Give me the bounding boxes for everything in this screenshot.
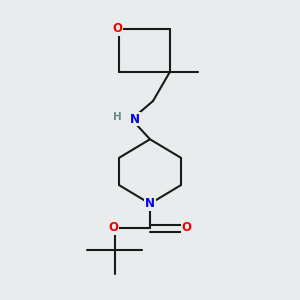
Text: O: O	[113, 22, 123, 35]
Text: O: O	[108, 221, 118, 234]
Text: O: O	[182, 221, 192, 234]
Text: N: N	[130, 113, 140, 126]
Text: N: N	[145, 197, 155, 210]
Text: H: H	[113, 112, 122, 122]
